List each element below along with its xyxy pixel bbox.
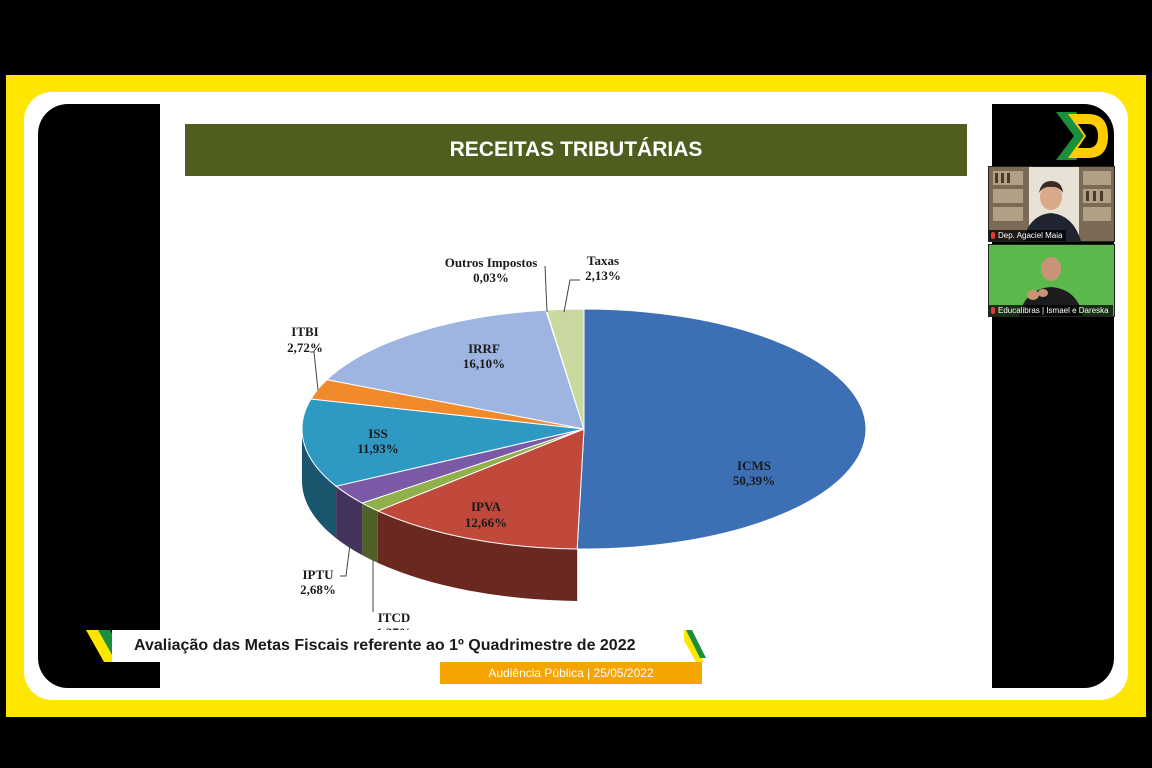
channel-logo-icon [1056, 112, 1108, 160]
slice-label-outros-impostos: Outros Impostos [445, 255, 538, 270]
leader-line-itbi [310, 351, 319, 391]
pie-sides [302, 429, 578, 601]
pie-slice-ipva [376, 428, 585, 550]
slice-value-taxas: 2,13% [585, 268, 621, 283]
interpreter-caption: Educalibras | Ismael e Dareska [989, 305, 1113, 316]
slice-label-taxas: Taxas [587, 253, 619, 268]
slice-label-ipva: IPVA [471, 499, 502, 514]
speaker-video: Dep. Agaciel Maia [988, 166, 1115, 242]
lower-third-subline: Audiência Pública | 25/05/2022 [440, 662, 702, 684]
slice-value-iptu: 2,68% [300, 582, 336, 597]
pie-side-itcd [362, 503, 378, 563]
slice-value-itbi: 2,72% [287, 340, 323, 355]
headline-text: Avaliação das Metas Fiscais referente ao… [134, 637, 636, 654]
slice-value-iss: 11,93% [357, 441, 399, 456]
slice-label-irrf: IRRF [468, 341, 500, 356]
pie-side-iss [302, 429, 337, 539]
slide-title: RECEITAS TRIBUTÁRIAS [449, 138, 703, 161]
pie-slice-icms [576, 308, 867, 550]
mic-icon [991, 307, 995, 314]
speaker-caption: Dep. Agaciel Maia [989, 230, 1067, 241]
speaker-video-image [989, 167, 1114, 241]
pie-side-ipva [377, 510, 578, 601]
speaker-name: Dep. Agaciel Maia [998, 231, 1063, 240]
pie-slice-iss [301, 398, 585, 487]
interpreter-name: Educalibras | Ismael e Dareska [998, 306, 1109, 315]
slice-value-icms: 50,39% [733, 473, 775, 488]
slide-title-bar: RECEITAS TRIBUTÁRIAS [185, 124, 967, 176]
pie-leader-lines [310, 265, 580, 612]
slice-label-itbi: ITBI [291, 324, 318, 339]
pie-side-iptu [336, 486, 363, 556]
slice-value-outros-impostos: 0,03% [473, 270, 509, 285]
pie-chart: ICMS50,39%IPVA12,66%ITCD1,37%IPTU2,68%IS… [287, 253, 867, 640]
pie-slice-taxas [545, 308, 585, 430]
slice-label-iss: ISS [368, 426, 388, 441]
mic-icon [991, 232, 995, 239]
leader-line-iptu [340, 543, 351, 577]
slice-value-ipva: 12,66% [465, 515, 507, 530]
leader-line-outros-impostos [544, 265, 548, 313]
pie-top [301, 308, 867, 550]
slice-value-irrf: 16,10% [463, 356, 505, 371]
interpreter-video: Educalibras | Ismael e Dareska [988, 244, 1115, 317]
pie-slice-irrf [325, 309, 585, 430]
subline-text: Audiência Pública | 25/05/2022 [488, 666, 654, 680]
slice-label-icms: ICMS [737, 458, 771, 473]
slice-label-itcd: ITCD [378, 610, 411, 625]
slice-label-iptu: IPTU [302, 567, 334, 582]
lower-third-headline: Avaliação das Metas Fiscais referente ao… [112, 630, 684, 662]
leader-line-taxas [563, 279, 580, 313]
